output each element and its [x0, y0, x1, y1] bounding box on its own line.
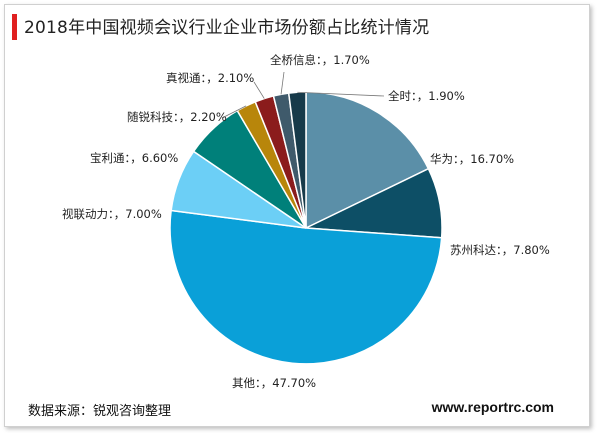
chart-title: 2018年中国视频会议行业企业市场份额占比统计情况: [24, 18, 430, 38]
slice-labels: 华为：，16.70% 苏州科达：，7.80% 其他：，47.70% 视联动力：，7.0…: [62, 53, 550, 390]
slice-label-1: 华为：，16.70%: [430, 152, 514, 166]
slice-label-2: 苏州科达：，7.80%: [450, 243, 550, 257]
slice-label-7: 真视通：，2.10%: [166, 71, 254, 85]
slice-label-4: 视联动力：，7.00%: [62, 207, 162, 221]
leader-line-9: [297, 91, 385, 97]
website-url: www.reportrc.com: [431, 399, 554, 415]
leader-line-7: [253, 81, 265, 99]
slice-label-8: 全桥信息：，1.70%: [270, 53, 370, 67]
leader-lines: [221, 71, 385, 119]
pie-slices: [169, 91, 443, 365]
leader-line-6: [221, 105, 247, 119]
slice-1: [305, 91, 430, 230]
slice-label-9: 全时：，1.90%: [388, 89, 465, 103]
slice-label-5: 宝利通：，6.60%: [90, 151, 178, 165]
data-source: 数据来源：锐观咨询整理: [28, 404, 172, 419]
slice-label-6: 随锐科技：，2.20%: [127, 110, 227, 124]
leader-line-8: [280, 71, 285, 95]
slice-3: [169, 209, 443, 365]
slice-label-3: 其他：，47.70%: [232, 376, 316, 390]
title-accent-bar: [12, 14, 17, 40]
